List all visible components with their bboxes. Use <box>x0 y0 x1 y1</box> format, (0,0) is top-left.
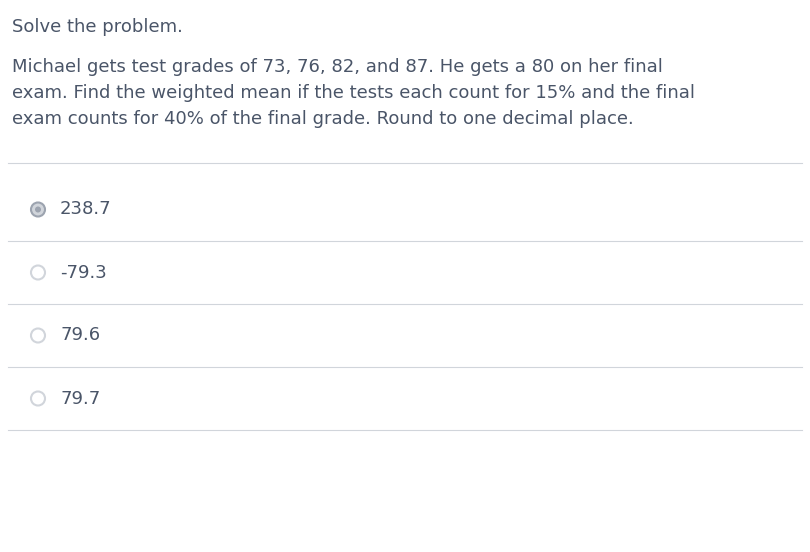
Text: Michael gets test grades of 73, 76, 82, and 87. He gets a 80 on her final: Michael gets test grades of 73, 76, 82, … <box>12 58 663 76</box>
Circle shape <box>35 206 41 213</box>
Text: 238.7: 238.7 <box>60 200 112 219</box>
Text: exam counts for 40% of the final grade. Round to one decimal place.: exam counts for 40% of the final grade. … <box>12 110 633 128</box>
Text: exam. Find the weighted mean if the tests each count for 15% and the final: exam. Find the weighted mean if the test… <box>12 84 695 102</box>
Circle shape <box>31 328 45 342</box>
Text: 79.7: 79.7 <box>60 390 100 407</box>
Circle shape <box>31 203 45 216</box>
Text: 79.6: 79.6 <box>60 326 100 344</box>
Circle shape <box>31 391 45 406</box>
Text: -79.3: -79.3 <box>60 263 107 282</box>
Circle shape <box>31 266 45 279</box>
Text: Solve the problem.: Solve the problem. <box>12 18 183 36</box>
